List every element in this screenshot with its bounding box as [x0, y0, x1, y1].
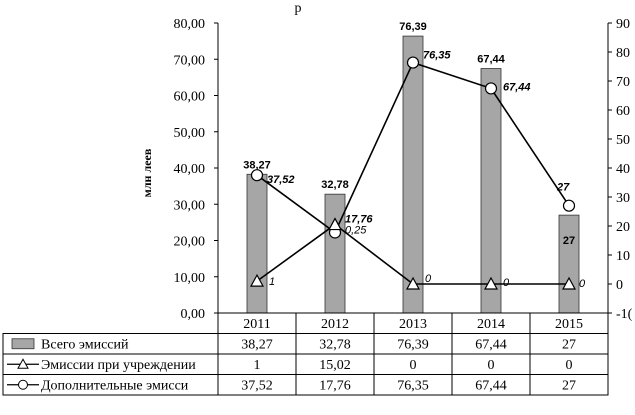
bar-data-label: 76,39 [399, 21, 427, 33]
legend-entry: Эмиссии при учреждении [41, 358, 196, 373]
legend-entry: Всего эмиссий [41, 338, 129, 353]
line-data-label: 37,52 [267, 174, 295, 186]
table-value: 0 [488, 358, 495, 373]
year-header-label: 2014 [477, 317, 505, 332]
year-header-label: 2013 [399, 317, 427, 332]
year-header-label: 2015 [555, 317, 583, 332]
triangle-marker [561, 276, 577, 290]
bar-data-label: 38,27 [243, 159, 271, 171]
triangle-marker [327, 217, 343, 231]
table-value: 37,52 [241, 379, 273, 394]
line-data-label: 17,76 [345, 213, 373, 225]
table-value: 38,27 [241, 338, 273, 353]
bar [480, 68, 502, 314]
plot-area: 0,00 10,00 20,00 30,00 40,00 50,00 60,00 70,00 8… [174, 17, 633, 322]
right-tick-label: 0 [616, 278, 623, 293]
data-table: 2011 2012 2013 2014 2015 Всего эмиссий 38,27 32… [2, 312, 609, 396]
line-data-label: 27 [556, 182, 570, 194]
table-value: 15,02 [319, 358, 351, 373]
right-tick-label: 40 [616, 162, 630, 177]
left-tick-label: 10,00 [174, 271, 206, 286]
line-data-label: 0,25 [345, 225, 367, 237]
right-tick-label: 30 [616, 191, 630, 206]
bar [246, 173, 268, 314]
year-header-label: 2011 [243, 317, 270, 332]
circle-marker [250, 169, 264, 182]
triangle-marker [405, 276, 421, 290]
left-tick-label: 0,00 [181, 307, 206, 322]
left-tick-label: 40,00 [174, 162, 206, 177]
legend-key-bar [11, 338, 35, 350]
bar-data-label: 32,78 [321, 179, 349, 191]
legend-key-circle [18, 379, 28, 390]
bar [324, 193, 346, 314]
table-value: 76,35 [397, 379, 429, 394]
right-tick-label: 10 [616, 249, 630, 264]
right-tick-label: -1( [616, 307, 633, 322]
line-data-label: 76,35 [423, 50, 451, 62]
table-value: 76,39 [397, 338, 429, 353]
left-tick-label: 20,00 [174, 235, 206, 250]
right-tick-label: 80 [616, 46, 630, 61]
left-tick-label: 70,00 [174, 53, 206, 68]
left-tick-label: 50,00 [174, 126, 206, 141]
table-value: 1 [254, 358, 261, 373]
legend-entry: Дополнительные эмисси [41, 379, 189, 394]
circle-marker [562, 199, 576, 212]
y-axis-label: млн леев [140, 148, 154, 197]
right-tick-label: 20 [616, 220, 630, 235]
left-tick-label: 60,00 [174, 90, 206, 105]
table-value: 32,78 [319, 338, 351, 353]
table-value: 17,76 [319, 379, 351, 394]
right-tick-label: 50 [616, 133, 630, 148]
bar [558, 214, 580, 314]
table-value: 27 [562, 338, 576, 353]
circle-marker [406, 56, 420, 69]
table-value: 67,44 [475, 338, 507, 353]
right-tick-label: 70 [616, 75, 630, 90]
left-tick-label: 80,00 [174, 17, 206, 32]
circle-marker [484, 82, 498, 95]
table-cell [529, 374, 609, 396]
line-data-label: 67,44 [503, 81, 531, 93]
line-data-label: 0 [579, 278, 586, 290]
table-value: 0 [410, 358, 417, 373]
line-data-label: 0 [503, 277, 510, 289]
table-value: 27 [562, 379, 576, 394]
left-tick-label: 30,00 [174, 198, 206, 213]
bar-data-label: 27 [563, 235, 575, 247]
table-value: 0 [566, 358, 573, 373]
year-header-label: 2012 [321, 317, 349, 332]
triangle-marker [483, 276, 499, 290]
legend-key-triangle [17, 358, 29, 369]
line-data-label: 1 [269, 276, 275, 288]
line-data-label: 0 [425, 273, 432, 285]
right-tick-label: 60 [616, 104, 630, 119]
chart-title-fragment: р [295, 1, 302, 16]
right-tick-label: 90 [616, 17, 630, 32]
triangle-marker [249, 273, 265, 287]
bar-data-label: 67,44 [477, 54, 505, 66]
table-value: 67,44 [475, 379, 507, 394]
